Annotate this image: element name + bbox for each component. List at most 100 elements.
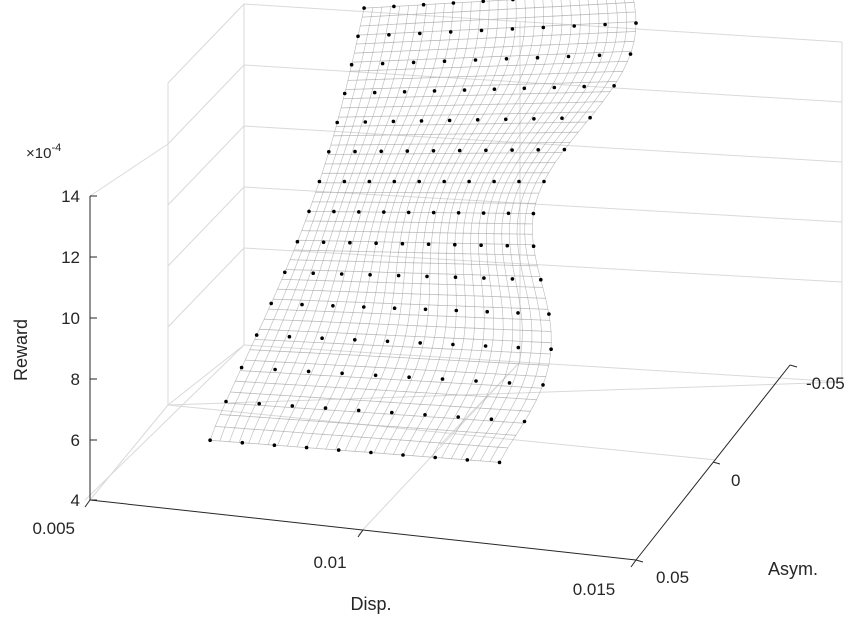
surface-point	[390, 410, 394, 415]
surface-line	[296, 3, 445, 448]
surface-line	[325, 1, 472, 450]
surface-point	[418, 31, 422, 36]
surface-point	[356, 408, 361, 413]
surface-point	[532, 117, 536, 121]
surface-line	[393, 0, 535, 455]
z-axis-label: Reward	[11, 319, 31, 381]
surface-point	[311, 271, 316, 276]
surface-point	[453, 275, 458, 280]
surface-point	[418, 341, 423, 345]
surface-point	[535, 55, 540, 60]
surface-point	[432, 89, 437, 93]
surface-point	[456, 415, 461, 419]
surface-point	[634, 21, 638, 25]
surface-point	[353, 149, 357, 154]
surface-point	[382, 210, 386, 214]
surface-point	[482, 276, 486, 280]
surface-point	[224, 399, 228, 404]
surface-point	[362, 6, 366, 10]
surface-point	[492, 87, 497, 91]
surface-point	[442, 59, 447, 63]
surface-line	[373, 0, 517, 453]
surface-point	[379, 149, 384, 154]
surface-point	[507, 381, 512, 385]
surface-point	[588, 115, 592, 120]
surface-point	[442, 179, 447, 184]
box-grid	[84, 3, 843, 536]
surface-line	[412, 0, 554, 456]
surface-point	[451, 342, 455, 347]
surface-point	[448, 30, 453, 34]
surface-markers	[208, 0, 638, 465]
surface-line	[422, 0, 563, 457]
surface-point	[369, 450, 373, 455]
surface-line	[431, 0, 572, 458]
surface-point	[612, 84, 616, 88]
surface-point	[517, 179, 521, 184]
surface-point	[342, 91, 347, 96]
y-tick-label: 0.05	[656, 568, 689, 587]
surface-point	[304, 445, 309, 450]
surface-point	[473, 58, 478, 62]
surface-point	[335, 120, 340, 125]
surface-point	[447, 118, 452, 123]
x-axis-label: Disp.	[350, 594, 391, 614]
surface-point	[367, 179, 372, 184]
surface-point	[402, 90, 407, 94]
surface-point	[522, 419, 527, 424]
z-tick-label: 6	[71, 431, 80, 450]
surface-point	[392, 4, 396, 9]
z-tick-label: 8	[71, 370, 80, 389]
surface-point	[539, 277, 543, 282]
surface-point	[552, 85, 557, 90]
surface-point	[549, 347, 553, 352]
surface-point	[560, 116, 564, 120]
surface-point	[484, 148, 488, 153]
surface-point	[531, 244, 536, 248]
surface-line	[451, 0, 591, 459]
surface-point	[392, 179, 397, 184]
x-tick-label: 0.005	[32, 519, 75, 538]
surface-point	[306, 369, 311, 374]
surface-line	[267, 5, 418, 445]
surface-point	[597, 53, 602, 58]
surface-line	[315, 2, 463, 449]
surface-point	[603, 22, 607, 27]
surface-point	[423, 413, 427, 417]
surface-point	[510, 27, 515, 31]
surface-point	[541, 25, 546, 30]
surface-point	[374, 241, 378, 245]
surface-point	[421, 2, 426, 7]
surface-line	[441, 0, 581, 459]
surface-point	[628, 52, 633, 56]
surface-point	[582, 84, 586, 89]
surface-line	[344, 1, 490, 451]
surface-point	[320, 336, 324, 341]
surface-point	[516, 345, 521, 350]
surface-point	[240, 440, 245, 445]
surface-point	[572, 24, 576, 28]
y-axis-label: Asym.	[768, 559, 818, 579]
surface-point	[547, 312, 551, 316]
surface-point	[391, 119, 396, 124]
z-tick-label: 14	[61, 187, 80, 206]
surface-point	[368, 273, 372, 277]
surface-line	[238, 6, 392, 443]
surface-point	[353, 338, 357, 342]
surface-point	[433, 455, 438, 460]
surface-point	[462, 88, 467, 92]
surface-point	[411, 60, 416, 65]
y-axis-ticks	[635, 364, 798, 563]
surface-point	[396, 273, 401, 278]
surface-point	[504, 57, 509, 61]
surface-point	[401, 453, 405, 457]
surface-point	[407, 375, 411, 380]
surface-point	[331, 304, 335, 308]
surface-point	[317, 179, 322, 184]
surface-point	[349, 62, 354, 67]
surface-point	[387, 33, 391, 37]
surface-point	[562, 147, 567, 152]
surface-point	[505, 243, 510, 248]
surface-point	[348, 240, 352, 245]
